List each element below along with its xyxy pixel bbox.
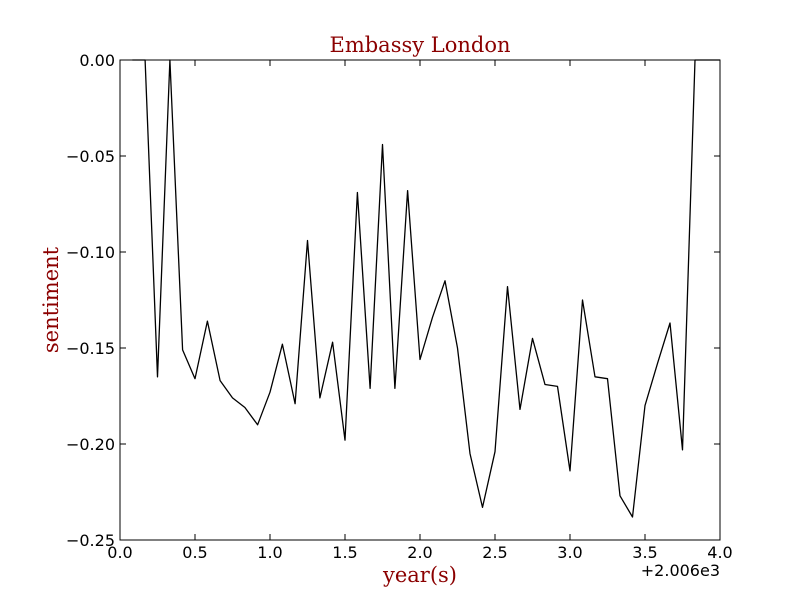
x-tick-label: 1.0 bbox=[257, 543, 282, 562]
x-tick-label: 2.0 bbox=[407, 543, 432, 562]
x-axis-offset-label: +2.006e3 bbox=[641, 561, 720, 580]
y-tick-label: −0.10 bbox=[66, 243, 115, 262]
x-axis-ticks: 0.0 0.5 1.0 1.5 2.0 2.5 3.0 3.5 4.0 bbox=[107, 60, 733, 562]
line-layer bbox=[132, 59, 720, 518]
x-tick-label: 3.5 bbox=[632, 543, 657, 562]
x-axis-label: year(s) bbox=[382, 563, 457, 587]
y-axis-label: sentiment bbox=[39, 246, 63, 353]
x-tick-label: 1.5 bbox=[332, 543, 357, 562]
chart-title: Embassy London bbox=[329, 33, 510, 57]
x-tick-label: 4.0 bbox=[707, 543, 732, 562]
y-tick-label: −0.05 bbox=[66, 147, 115, 166]
series-line-sentiment bbox=[132, 59, 720, 518]
x-tick-label: 3.0 bbox=[557, 543, 582, 562]
plot-area-frame bbox=[119, 59, 721, 541]
x-tick-label: 2.5 bbox=[482, 543, 507, 562]
y-tick-label: −0.20 bbox=[66, 435, 115, 454]
y-axis-ticks: 0.00 −0.05 −0.10 −0.15 −0.20 −0.25 bbox=[66, 51, 720, 550]
y-tick-label: −0.25 bbox=[66, 531, 115, 550]
x-tick-label: 0.5 bbox=[182, 543, 207, 562]
x-tick-label: 0.0 bbox=[107, 543, 132, 562]
y-tick-label: 0.00 bbox=[79, 51, 115, 70]
y-tick-label: −0.15 bbox=[66, 339, 115, 358]
